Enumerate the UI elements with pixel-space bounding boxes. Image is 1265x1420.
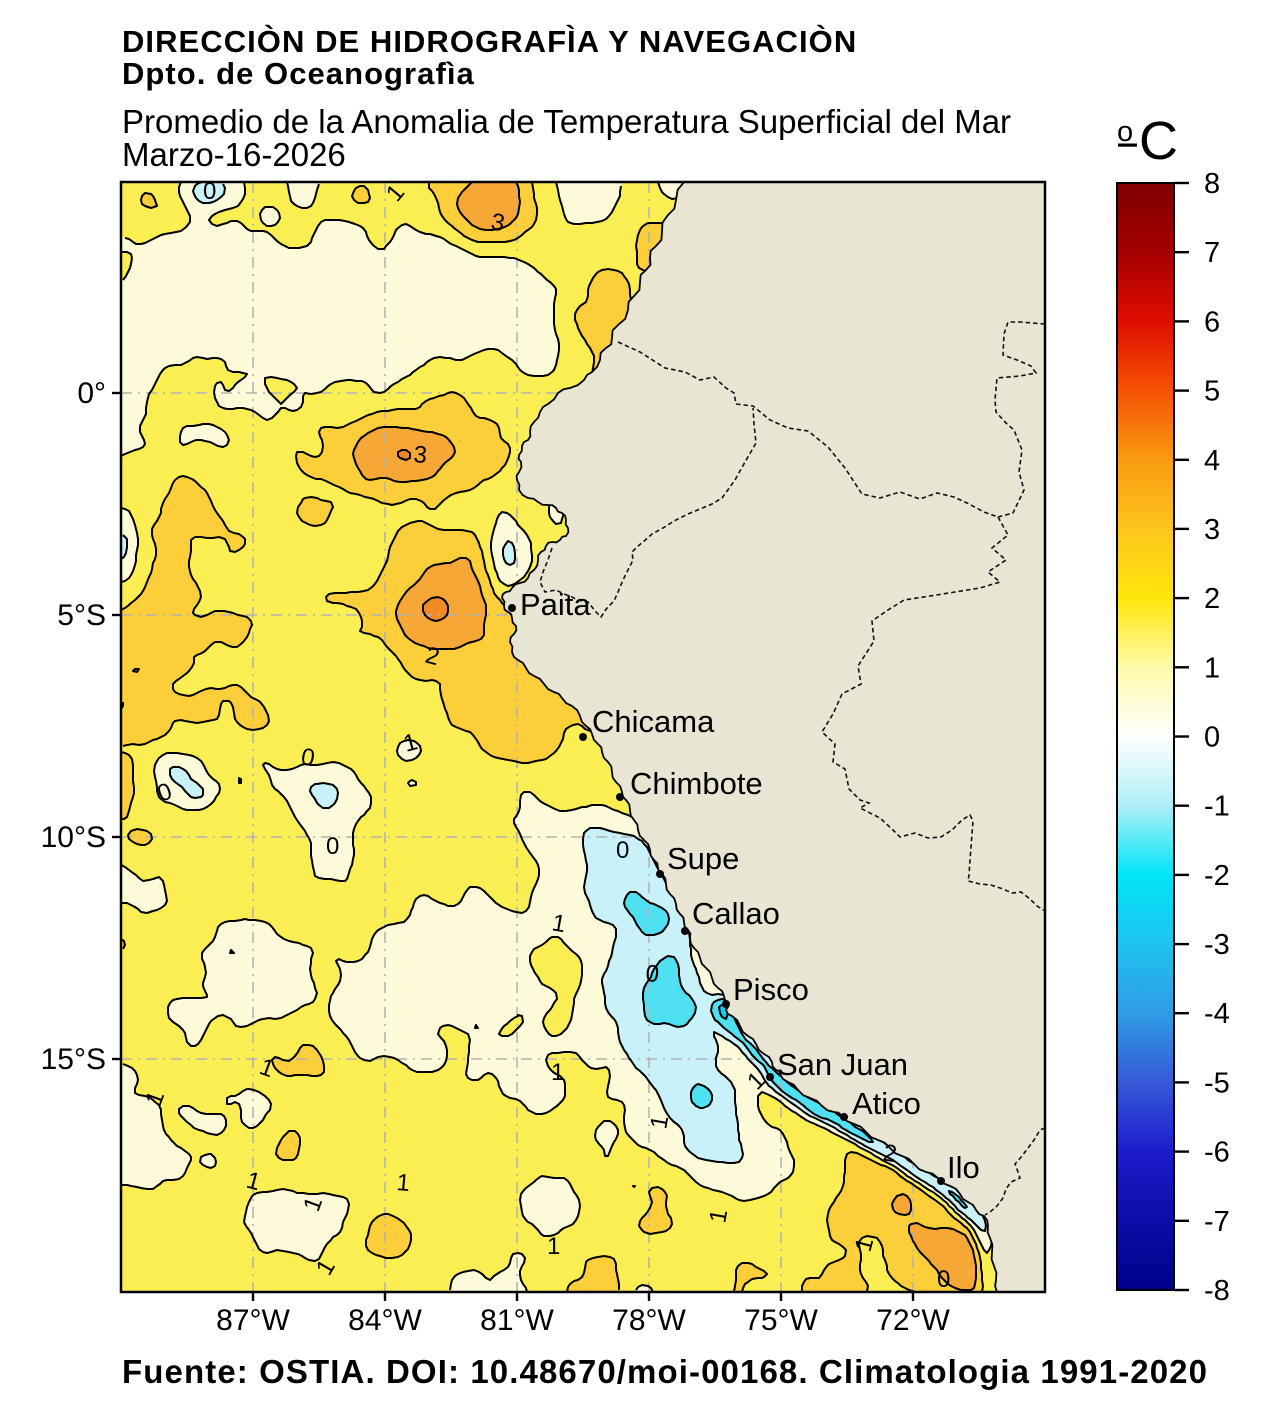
svg-text:84°W: 84°W <box>348 1304 422 1337</box>
svg-text:1: 1 <box>1204 652 1220 684</box>
svg-text:Chicama: Chicama <box>592 704 715 739</box>
svg-text:7: 7 <box>1204 237 1220 269</box>
svg-text:0: 0 <box>299 743 317 772</box>
svg-text:-7: -7 <box>1204 1206 1230 1238</box>
svg-text:-6: -6 <box>1204 1137 1230 1169</box>
svg-text:5°S: 5°S <box>57 599 106 632</box>
svg-text:81°W: 81°W <box>480 1304 554 1337</box>
svg-text:0°: 0° <box>77 377 106 410</box>
svg-text:87°W: 87°W <box>216 1304 290 1337</box>
svg-text:1: 1 <box>645 1113 674 1131</box>
svg-text:1: 1 <box>395 1169 411 1197</box>
svg-text:0: 0 <box>203 178 216 205</box>
svg-text:C: C <box>1139 111 1178 171</box>
svg-text:-1: -1 <box>1204 791 1230 823</box>
svg-text:Dpto. de Oceanografìa: Dpto. de Oceanografìa <box>122 56 475 91</box>
svg-text:1: 1 <box>704 1207 733 1225</box>
svg-text:San Juan: San Juan <box>777 1047 908 1082</box>
svg-text:72°W: 72°W <box>876 1304 950 1337</box>
svg-text:5: 5 <box>1204 376 1220 408</box>
svg-text:8: 8 <box>1204 168 1220 200</box>
svg-text:0: 0 <box>326 833 339 860</box>
svg-text:2: 2 <box>1204 583 1220 615</box>
svg-text:3: 3 <box>1204 514 1220 546</box>
svg-text:10°S: 10°S <box>41 821 106 854</box>
svg-text:-4: -4 <box>1204 998 1230 1030</box>
svg-text:2: 2 <box>881 1139 899 1168</box>
svg-text:Marzo-16-2026: Marzo-16-2026 <box>122 136 346 173</box>
svg-text:0: 0 <box>616 837 629 864</box>
svg-text:3: 3 <box>412 441 428 469</box>
svg-text:0: 0 <box>644 960 660 988</box>
svg-text:Supe: Supe <box>667 841 739 876</box>
svg-text:3: 3 <box>489 208 507 237</box>
svg-text:Fuente: OSTIA. DOI: 10.48670/m: Fuente: OSTIA. DOI: 10.48670/moi-00168. … <box>122 1353 1208 1390</box>
svg-text:1: 1 <box>550 909 568 938</box>
svg-text:1: 1 <box>551 1059 564 1086</box>
svg-text:1: 1 <box>547 1233 560 1260</box>
svg-text:78°W: 78°W <box>612 1304 686 1337</box>
svg-text:4: 4 <box>1204 445 1220 477</box>
svg-text:-8: -8 <box>1204 1275 1230 1307</box>
svg-text:Atico: Atico <box>852 1086 921 1121</box>
svg-text:Paita: Paita <box>520 587 591 622</box>
svg-text:Pisco: Pisco <box>733 972 809 1007</box>
svg-text:Chimbote: Chimbote <box>630 766 763 801</box>
svg-text:o: o <box>1117 116 1133 148</box>
svg-text:0: 0 <box>937 1266 950 1293</box>
svg-text:Callao: Callao <box>692 896 780 931</box>
svg-text:-2: -2 <box>1204 860 1230 892</box>
svg-text:-5: -5 <box>1204 1067 1230 1099</box>
svg-text:DIRECCIÒN DE HIDROGRAFÌA Y NAV: DIRECCIÒN DE HIDROGRAFÌA Y NAVEGACIÒN <box>122 23 857 59</box>
svg-text:Promedio de la Anomalia de Tem: Promedio de la Anomalia de Temperatura S… <box>122 103 1011 140</box>
svg-text:0: 0 <box>1204 722 1220 754</box>
svg-text:15°S: 15°S <box>41 1043 106 1076</box>
svg-text:Ilo: Ilo <box>947 1150 980 1185</box>
svg-text:75°W: 75°W <box>744 1304 818 1337</box>
svg-text:-3: -3 <box>1204 929 1230 961</box>
svg-text:6: 6 <box>1204 306 1220 338</box>
